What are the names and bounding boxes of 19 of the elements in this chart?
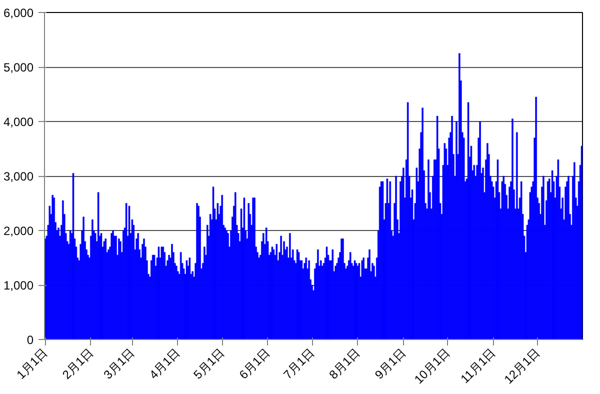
x-tick-label: 11月1日 — [458, 346, 498, 386]
y-tick-label: 0 — [26, 333, 34, 347]
x-tick-label: 8月1日 — [326, 346, 363, 382]
y-tick-label: 3,000 — [3, 170, 34, 184]
x-tick-label: 12月1日 — [501, 346, 542, 387]
x-tick-label: 6月1日 — [236, 346, 273, 382]
x-tick-label: 10月1日 — [412, 346, 453, 387]
y-tick-label: 6,000 — [3, 6, 34, 20]
x-tick-label: 4月1日 — [146, 346, 183, 382]
x-tick-label: 3月1日 — [100, 346, 138, 382]
x-tick-label: 9月1日 — [372, 346, 408, 382]
y-tick-label: 5,000 — [3, 60, 34, 74]
y-tick-label: 1,000 — [3, 278, 34, 292]
x-tick-label: 2月1日 — [60, 346, 96, 382]
y-tick-label: 2,000 — [3, 224, 34, 238]
x-tick-label: 1月1日 — [14, 346, 50, 382]
x-tick-label: 7月1日 — [280, 346, 317, 382]
y-tick-label: 4,000 — [3, 115, 34, 129]
x-tick-label: 5月1日 — [190, 346, 228, 382]
